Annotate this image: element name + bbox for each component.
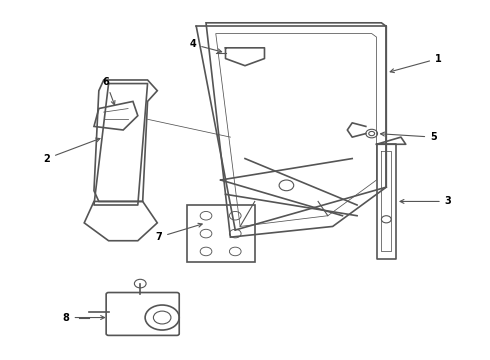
Text: 2: 2 [43,138,100,163]
Text: 5: 5 [381,132,437,142]
Text: 8: 8 [63,312,104,323]
Text: 1: 1 [390,54,442,73]
Text: 4: 4 [190,39,221,53]
Text: 3: 3 [400,197,451,206]
Text: 7: 7 [155,223,202,242]
Text: 6: 6 [103,77,115,105]
